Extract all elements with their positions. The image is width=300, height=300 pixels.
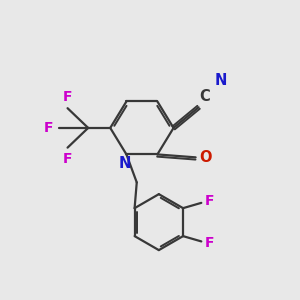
Text: C: C [199,89,210,104]
Text: F: F [205,236,214,250]
Text: N: N [119,156,131,171]
Text: N: N [215,73,227,88]
Text: F: F [63,90,72,104]
Text: O: O [199,150,212,165]
Text: F: F [44,121,53,135]
Text: F: F [63,152,72,166]
Text: F: F [205,194,214,208]
